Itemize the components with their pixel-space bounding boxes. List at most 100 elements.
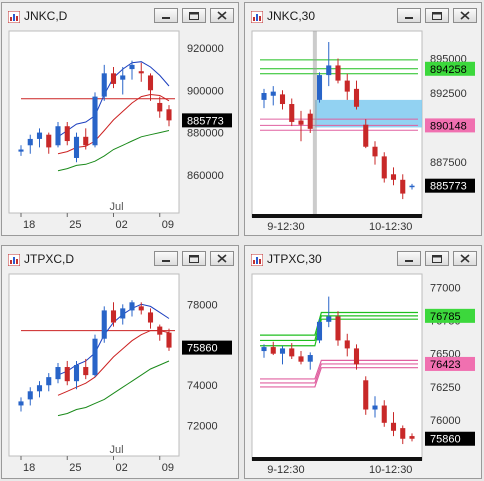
candle xyxy=(18,145,24,156)
maximize-button[interactable] xyxy=(425,8,449,23)
candle-body xyxy=(400,179,406,194)
last-price-tag xyxy=(182,113,232,128)
candle xyxy=(157,96,163,118)
chart-window-jtpxc-30min[interactable]: JTPXC,30 7700076750765007625076000767857… xyxy=(244,245,482,479)
minimize-icon xyxy=(405,17,413,19)
close-button[interactable] xyxy=(453,251,477,266)
candle-body xyxy=(138,71,144,74)
candle xyxy=(353,344,360,370)
chart-svg: 920000 900000 880000 860000 885773 18 25 02 09 Ju… xyxy=(5,29,235,233)
title-bar[interactable]: JTPXC,30 xyxy=(245,246,481,272)
candle xyxy=(326,42,332,87)
minimize-button[interactable] xyxy=(154,8,178,23)
candle-body xyxy=(289,104,295,122)
chart-window-jnkc-daily[interactable]: JNKC,D 920000 900000 880000 860000 885773 18 2… xyxy=(1,2,239,236)
candle xyxy=(157,324,163,341)
time-axis-bar xyxy=(252,457,422,461)
candle xyxy=(120,304,126,325)
chart-window-jtpxc-daily[interactable]: JTPXC,D 78000760007400072000758601825020… xyxy=(1,245,239,479)
candle xyxy=(363,376,369,415)
title-bar[interactable]: JNKC,30 xyxy=(245,3,481,29)
candle xyxy=(335,58,341,84)
x-tick-label: 09 xyxy=(162,219,174,231)
candle xyxy=(409,433,415,442)
price-tag xyxy=(425,356,475,371)
candle xyxy=(138,62,144,82)
chart-area[interactable]: 8950008925008900008875008942588901488857… xyxy=(248,29,478,233)
y-tick-label: 892500 xyxy=(430,88,467,100)
maximize-button[interactable] xyxy=(182,8,206,23)
last-price-label: 75860 xyxy=(187,343,218,355)
candle xyxy=(120,66,126,95)
price-tag-label: 890148 xyxy=(430,120,467,132)
maximize-button[interactable] xyxy=(425,251,449,266)
candle-body xyxy=(129,64,135,70)
candle-body xyxy=(64,126,70,142)
y-tick-label: 860000 xyxy=(187,170,224,182)
candle-body xyxy=(409,436,415,439)
candle-body xyxy=(18,401,24,406)
minimize-button[interactable] xyxy=(154,251,178,266)
candle xyxy=(166,105,172,127)
candle-body xyxy=(335,316,341,341)
candle xyxy=(55,362,61,384)
candle xyxy=(270,341,276,356)
candle-body xyxy=(279,94,286,105)
chart-area[interactable]: 920000 900000 880000 860000 885773 18 25 02 09 Ju… xyxy=(5,29,235,233)
candle xyxy=(344,73,350,100)
candle-body xyxy=(353,88,360,107)
price-tag-label: 76423 xyxy=(430,359,461,371)
chart-app-icon xyxy=(7,253,21,267)
candle-body xyxy=(289,348,295,357)
candle xyxy=(279,345,286,365)
title-bar[interactable]: JNKC,D xyxy=(2,3,238,29)
candle xyxy=(129,60,135,80)
maximize-button[interactable] xyxy=(182,251,206,266)
x-tick-label: 25 xyxy=(69,462,81,474)
x-tick-label: 18 xyxy=(23,219,35,231)
level-line xyxy=(260,359,418,380)
candle xyxy=(381,400,387,427)
candle-body xyxy=(270,347,276,354)
candle-body xyxy=(73,136,80,158)
title-bar[interactable]: JTPXC,D xyxy=(2,246,238,272)
candle xyxy=(335,311,341,346)
close-button[interactable] xyxy=(453,8,477,23)
candle xyxy=(64,122,70,146)
x-tick-label: 10-12:30 xyxy=(369,221,412,233)
y-tick-label: 76250 xyxy=(430,382,461,394)
candle-body xyxy=(326,316,332,322)
candle-body xyxy=(298,356,304,362)
candle-body xyxy=(147,312,154,323)
candle xyxy=(147,308,154,329)
candle-body xyxy=(307,113,313,129)
candle xyxy=(400,425,406,445)
chart-area[interactable]: 780007600074000720007586018250209Jul xyxy=(5,272,235,476)
last-price-tag xyxy=(425,178,475,193)
last-price-label: 75860 xyxy=(430,434,461,446)
x-tick-label: 9-12:30 xyxy=(267,464,304,476)
candle xyxy=(101,64,107,101)
close-button[interactable] xyxy=(210,8,234,23)
candle xyxy=(298,351,304,365)
price-tag-label: 76785 xyxy=(430,311,461,323)
candle-body xyxy=(390,174,397,180)
close-button[interactable] xyxy=(210,251,234,266)
chart-window-jnkc-30min[interactable]: JNKC,30 89500089250089000088750089425889… xyxy=(244,2,482,236)
candle xyxy=(400,174,406,200)
x-tick-label: 09 xyxy=(162,462,174,474)
close-icon xyxy=(217,11,227,20)
minimize-button[interactable] xyxy=(397,251,421,266)
chart-area[interactable]: 7700076750765007625076000767857642375860… xyxy=(248,272,478,476)
candle-body xyxy=(316,321,323,341)
candle xyxy=(381,152,387,183)
chart-svg: 780007600074000720007586018250209Jul xyxy=(5,272,235,476)
candle xyxy=(110,66,117,89)
minimize-button[interactable] xyxy=(397,8,421,23)
candle xyxy=(101,306,107,343)
candle xyxy=(390,412,397,437)
candle xyxy=(27,387,33,406)
x-tick-label: 10-12:30 xyxy=(369,464,412,476)
candle-body xyxy=(390,422,397,431)
candle-body xyxy=(353,348,360,365)
